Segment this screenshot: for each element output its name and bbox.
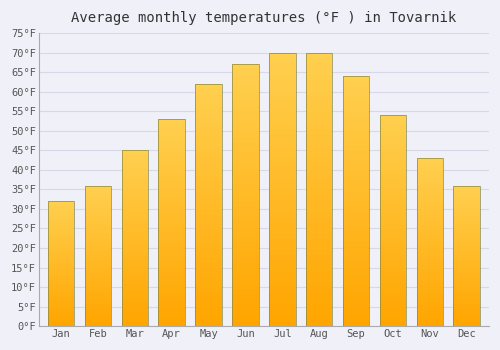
Bar (158, 119, 185, 326)
Bar (269, 53, 295, 326)
Bar (84, 186, 111, 326)
Bar (380, 115, 406, 326)
Title: Average monthly temperatures (°F ) in Tovarnik: Average monthly temperatures (°F ) in To… (72, 11, 456, 25)
Bar (122, 150, 148, 326)
Bar (416, 158, 443, 326)
Bar (306, 53, 332, 326)
Bar (343, 76, 369, 326)
Bar (196, 84, 222, 326)
Bar (48, 201, 74, 326)
Bar (232, 64, 258, 326)
Bar (454, 186, 480, 326)
